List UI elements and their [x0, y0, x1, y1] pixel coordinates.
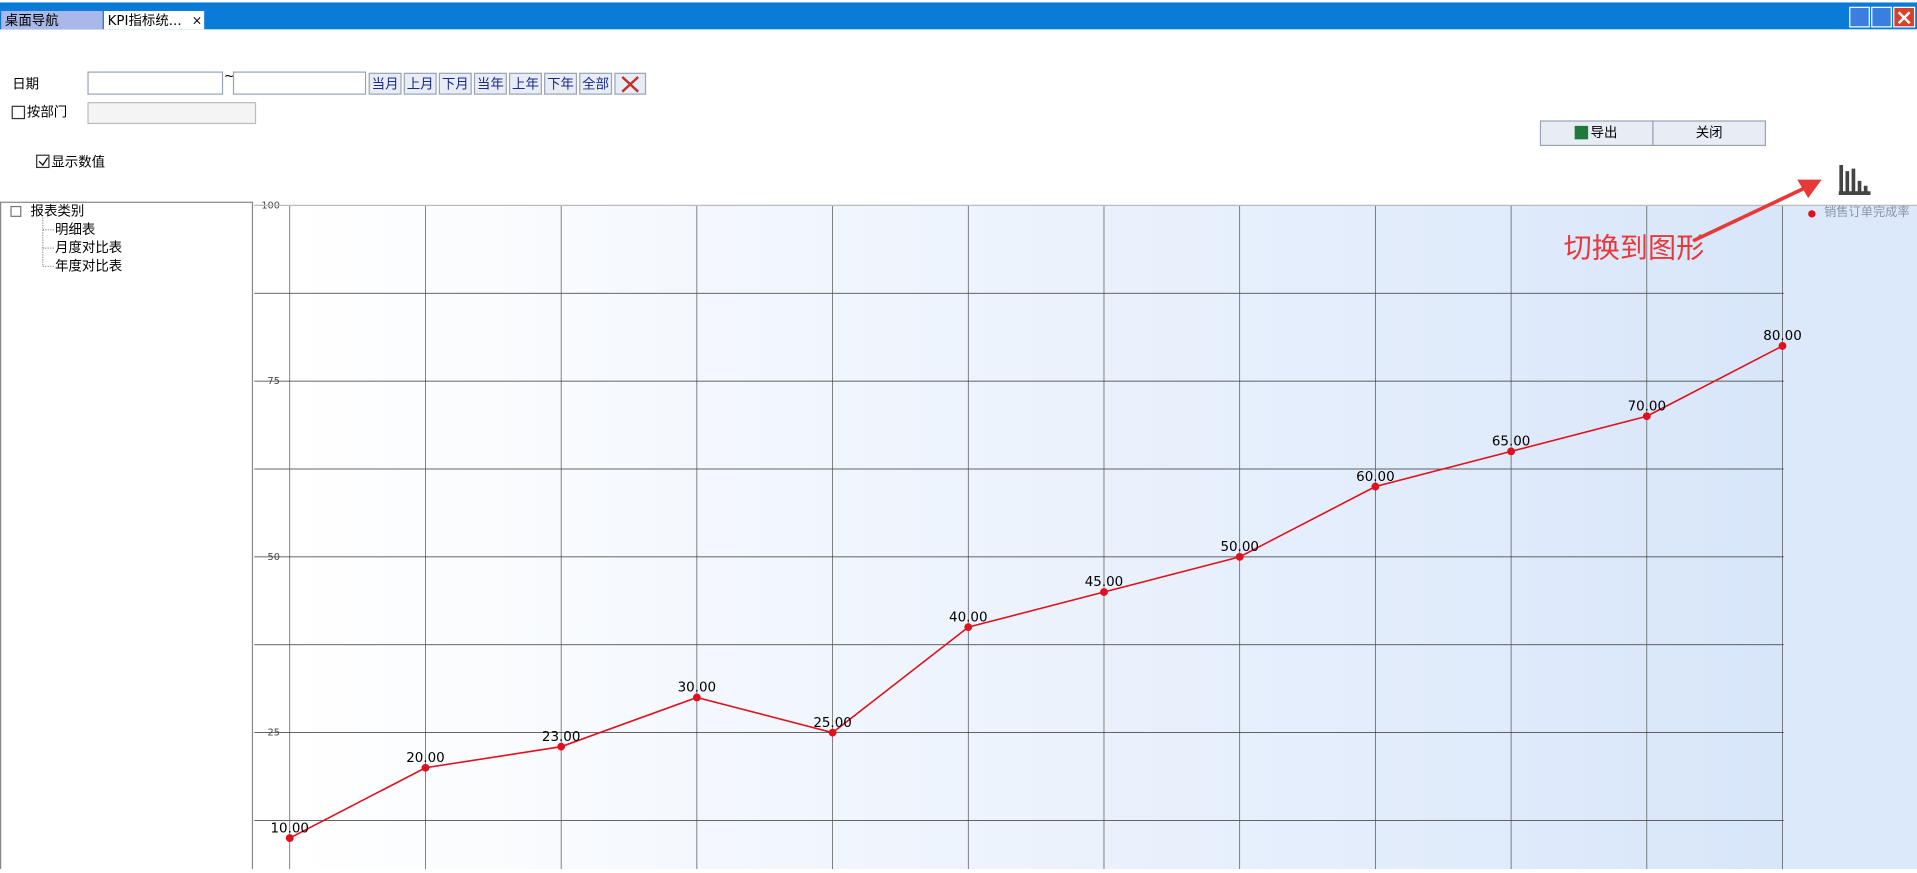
- data-point: [964, 623, 973, 632]
- title-bar: [0, 2, 1917, 30]
- tree-panel: [0, 201, 254, 873]
- tab-label[interactable]: KPI指标统...: [108, 13, 182, 29]
- period-button[interactable]: [368, 72, 402, 95]
- data-point: [1371, 482, 1380, 491]
- dept-select[interactable]: [87, 102, 257, 125]
- data-label: 23.00: [542, 730, 580, 745]
- data-point: [1507, 447, 1516, 456]
- data-label: 10.00: [271, 821, 309, 836]
- y-tick-label: 50: [268, 552, 280, 563]
- plot-area: [289, 205, 1784, 870]
- period-label[interactable]: 上月: [407, 76, 434, 92]
- values-checkbox[interactable]: [36, 154, 50, 169]
- data-point: [828, 728, 837, 737]
- data-label: 70.00: [1628, 399, 1666, 414]
- period-label[interactable]: 下月: [442, 77, 469, 92]
- chart-switch-icon[interactable]: [1838, 165, 1871, 195]
- data-label: 80.00: [1763, 329, 1801, 344]
- arrow: [1692, 185, 1808, 243]
- close-action[interactable]: [1652, 120, 1767, 147]
- data-label: 65.00: [1492, 435, 1530, 450]
- data-label: 45.00: [1085, 575, 1123, 590]
- date-to[interactable]: [232, 71, 367, 95]
- date-from[interactable]: [87, 71, 224, 95]
- export-label[interactable]: 导出: [1591, 125, 1618, 141]
- data-point: [1642, 412, 1651, 421]
- y-tick-label: 75: [268, 376, 280, 387]
- data-label: 40.00: [949, 610, 987, 625]
- tab-label[interactable]: 桌面导航: [5, 13, 59, 29]
- y-tick-label: 25: [268, 728, 280, 739]
- tree-item[interactable]: 年度对比表: [55, 258, 122, 274]
- period-label[interactable]: 下年: [547, 76, 574, 92]
- dept-checkbox[interactable]: [11, 105, 26, 120]
- check: [38, 157, 49, 166]
- data-label: 30.00: [678, 681, 716, 696]
- period-label[interactable]: 全部: [582, 75, 609, 92]
- data-label: 50.00: [1220, 540, 1258, 555]
- data-label: 20.00: [406, 751, 444, 766]
- arrow-head: [1797, 179, 1822, 198]
- data-point: [1235, 552, 1244, 561]
- data-label: 25.00: [813, 716, 851, 731]
- period-button[interactable]: [438, 72, 472, 95]
- tree-root[interactable]: 报表类别: [31, 203, 85, 219]
- annotation: 切换到图形: [1564, 231, 1705, 264]
- range-sep: ~: [224, 69, 235, 84]
- tree-lines: [42, 217, 54, 268]
- legend-label: 销售订单完成率: [1824, 204, 1910, 219]
- tab[interactable]: [1, 11, 103, 30]
- data-point: [692, 693, 701, 702]
- data-point: [1778, 342, 1787, 350]
- period-label[interactable]: 当年: [477, 76, 504, 92]
- tab[interactable]: [103, 11, 205, 30]
- data-label: 60.00: [1356, 470, 1394, 485]
- close-icon: [1897, 11, 1911, 25]
- data-point: [285, 834, 294, 842]
- data-point: [557, 742, 566, 751]
- period-label[interactable]: 上年: [512, 76, 539, 92]
- data-point: [1100, 588, 1108, 596]
- close-label[interactable]: 关闭: [1696, 125, 1723, 141]
- data-point: [421, 763, 430, 772]
- dept-label: 按部门: [27, 104, 67, 120]
- minimize-button[interactable]: [1849, 6, 1870, 28]
- period-button[interactable]: [403, 72, 437, 95]
- tree-item[interactable]: 明细表: [55, 222, 95, 238]
- series-line: [289, 345, 1783, 839]
- excel-icon: [1574, 125, 1589, 140]
- period-button[interactable]: [508, 72, 542, 95]
- period-button[interactable]: [473, 72, 507, 95]
- period-button[interactable]: [544, 72, 578, 95]
- legend-marker: [1808, 210, 1816, 218]
- tab-close[interactable]: ×: [192, 13, 202, 27]
- date-label: 日期: [12, 76, 39, 92]
- tree-toggle[interactable]: [10, 205, 22, 217]
- period-button[interactable]: [579, 72, 613, 95]
- period-label[interactable]: 当月: [372, 76, 399, 92]
- clear-icon: [621, 76, 640, 93]
- tree-item[interactable]: 月度对比表: [55, 240, 122, 256]
- restore-button[interactable]: [1871, 6, 1892, 28]
- legend-area: [1783, 205, 1917, 870]
- values-label: 显示数值: [51, 155, 105, 171]
